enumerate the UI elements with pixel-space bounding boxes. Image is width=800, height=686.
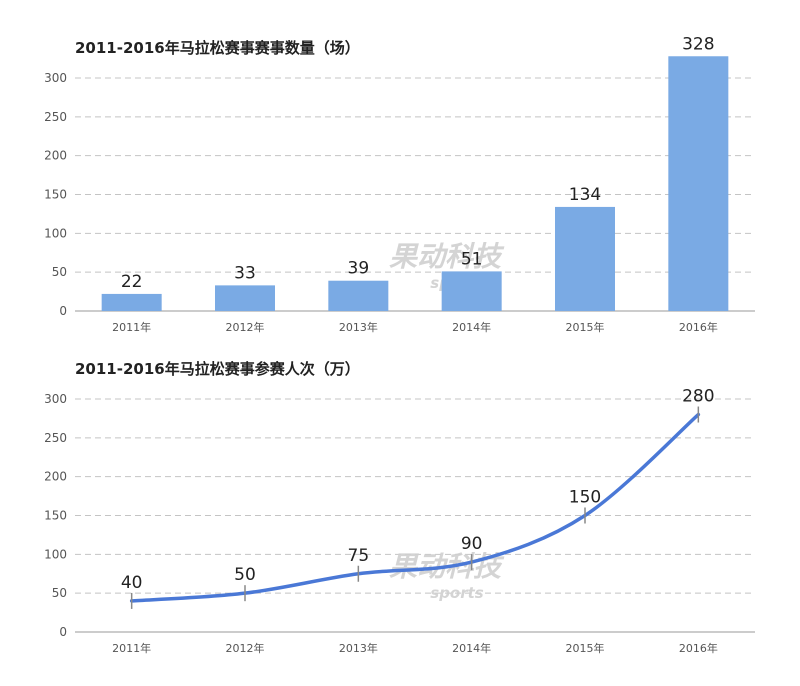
bar-data-label: 51 (461, 249, 483, 269)
chart2-y-tick-label: 250 (44, 431, 67, 445)
chart1-y-tick-label: 200 (44, 149, 67, 163)
bar (101, 293, 162, 311)
bar-data-label: 134 (569, 185, 601, 205)
chart2-y-tick-label: 0 (59, 625, 67, 639)
chart1-y-tick-label: 50 (52, 265, 67, 279)
chart2-x-tick-label: 2012年 (226, 641, 265, 655)
chart2-y-tick-label: 300 (44, 392, 67, 406)
line-data-label: 75 (348, 546, 370, 566)
chart1-y-tick-label: 0 (59, 304, 67, 318)
bar-chart: 0 50 100 150 200 250 300 2011年 2012年 2013年 2014年 20… (44, 34, 755, 334)
chart2-x-tick-label: 2015年 (566, 641, 605, 655)
chart1-x-tick-label: 2016年 (679, 320, 718, 334)
chart1-x-tick-label: 2015年 (566, 320, 605, 334)
line-data-label: 280 (682, 387, 714, 407)
bar (215, 285, 275, 311)
chart2-y-tick-label: 50 (52, 586, 67, 600)
bar-data-label: 39 (348, 259, 370, 279)
chart2-x-tick-label: 2014年 (452, 641, 491, 655)
chart1-y-tick-label: 100 (44, 226, 67, 240)
watermark-sub: sports (430, 584, 484, 602)
line-data-label: 90 (461, 534, 483, 554)
chart1-y-tick-label: 250 (44, 110, 67, 124)
chart2-y-tick-label: 100 (44, 547, 67, 561)
chart1-x-tick-label: 2011年 (112, 320, 151, 334)
chart1-title: 2011-2016年马拉松赛事赛事数量（场） (75, 39, 360, 57)
chart2-x-tick-label: 2013年 (339, 641, 378, 655)
line-data-label: 40 (121, 573, 143, 593)
bar (555, 206, 615, 311)
bar (668, 56, 729, 312)
chart2-title: 2011-2016年马拉松赛事参赛人次（万） (75, 360, 360, 378)
line-data-label: 150 (569, 488, 601, 508)
bar (441, 271, 502, 311)
chart1-x-tick-label: 2012年 (226, 320, 265, 334)
chart1-x-tick-label: 2013年 (339, 320, 378, 334)
chart1-y-tick-label: 150 (44, 188, 67, 202)
chart2-y-tick-label: 200 (44, 470, 67, 484)
bar (328, 280, 389, 311)
chart1-x-tick-label: 2014年 (452, 320, 491, 334)
bar-data-label: 328 (682, 34, 714, 54)
line-data-label: 50 (234, 565, 256, 585)
bar-data-label: 33 (234, 263, 256, 283)
chart2-y-tick-label: 150 (44, 509, 67, 523)
bar-data-label: 22 (121, 272, 143, 292)
chart2-x-tick-label: 2016年 (679, 641, 718, 655)
chart2-x-tick-label: 2011年 (112, 641, 151, 655)
watermark-brand: 果动科技 (389, 240, 505, 273)
chart1-y-tick-label: 300 (44, 71, 67, 85)
series-line (129, 412, 701, 603)
